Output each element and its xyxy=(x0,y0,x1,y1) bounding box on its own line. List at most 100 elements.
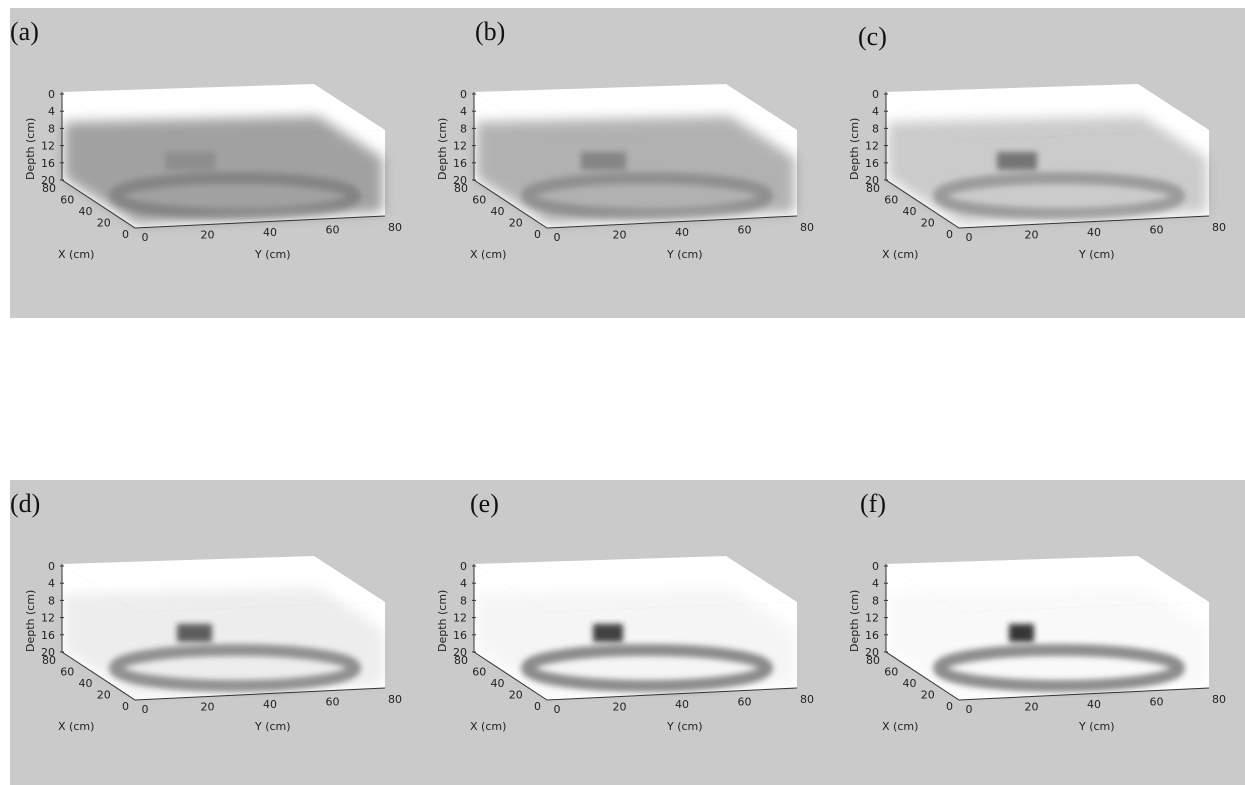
y-tick-label: 60 xyxy=(738,696,752,709)
x-tick-label: 80 xyxy=(454,182,468,195)
volume-blob xyxy=(165,152,215,170)
y-tick-label: 80 xyxy=(800,693,814,706)
y-tick-label: 0 xyxy=(554,703,561,716)
y-tick-label: 40 xyxy=(1087,698,1101,711)
x-tick-label: 80 xyxy=(42,654,56,667)
depth-tick-label: 16 xyxy=(453,629,467,642)
volume-fog xyxy=(476,116,795,224)
x-tick-label: 40 xyxy=(903,677,917,690)
depth-tick-label: 16 xyxy=(865,629,879,642)
depth-tick-label: 0 xyxy=(460,88,467,101)
x-tick-label: 0 xyxy=(946,700,953,713)
depth-tick-label: 12 xyxy=(453,612,467,625)
volume-ring xyxy=(933,644,1185,692)
x-tick-label: 0 xyxy=(122,700,129,713)
x-tick-label: 20 xyxy=(97,217,111,230)
x-tick-label: 60 xyxy=(884,194,898,207)
x-tick-label: 40 xyxy=(79,205,93,218)
depth-tick-label: 4 xyxy=(48,577,55,590)
x-tick-label: 80 xyxy=(42,182,56,195)
volume-blob xyxy=(177,624,212,642)
depth-tick-label: 16 xyxy=(865,157,879,170)
depth-tick-label: 12 xyxy=(453,140,467,153)
x-tick-label: 60 xyxy=(60,666,74,679)
depth-tick-label: 0 xyxy=(48,88,55,101)
volume-ring xyxy=(521,172,773,220)
axis-line xyxy=(885,92,1210,229)
y-axis-label: Y (cm) xyxy=(254,248,291,261)
volume-ring xyxy=(109,644,361,692)
x-tick-label: 80 xyxy=(866,654,880,667)
x-axis-label: X (cm) xyxy=(58,720,94,733)
x-tick-label: 20 xyxy=(509,689,523,702)
y-tick-label: 60 xyxy=(738,224,752,237)
y-tick-label: 60 xyxy=(326,696,340,709)
y-axis-label: Y (cm) xyxy=(666,720,703,733)
depth-tick-label: 12 xyxy=(41,140,55,153)
depth-tick-label: 0 xyxy=(872,88,879,101)
x-tick-label: 0 xyxy=(534,700,541,713)
y-tick-label: 60 xyxy=(326,224,340,237)
y-tick-label: 20 xyxy=(1025,701,1039,714)
depth-tick-label: 4 xyxy=(460,577,467,590)
y-tick-label: 20 xyxy=(201,701,215,714)
box-top xyxy=(886,556,1209,612)
x-axis-label: X (cm) xyxy=(882,248,918,261)
x-tick-label: 40 xyxy=(79,677,93,690)
depth-tick-label: 4 xyxy=(872,105,879,118)
y-tick-label: 80 xyxy=(1212,693,1226,706)
depth-axis-label: Depth (cm) xyxy=(436,118,449,180)
volume-blob xyxy=(997,152,1037,170)
axis-line xyxy=(61,564,386,701)
depth-tick-label: 16 xyxy=(41,157,55,170)
x-tick-label: 80 xyxy=(454,654,468,667)
axis-line xyxy=(473,564,798,701)
x-tick-label: 40 xyxy=(491,205,505,218)
depth-tick-label: 20 xyxy=(41,646,55,659)
depth-tick-label: 16 xyxy=(41,629,55,642)
volume-ring xyxy=(109,172,361,220)
x-tick-label: 0 xyxy=(122,228,129,241)
depth-axis-label: Depth (cm) xyxy=(848,118,861,180)
y-tick-label: 60 xyxy=(1150,696,1164,709)
y-tick-label: 0 xyxy=(142,231,149,244)
x-tick-label: 60 xyxy=(60,194,74,207)
y-axis-label: Y (cm) xyxy=(666,248,703,261)
depth-tick-label: 0 xyxy=(460,560,467,573)
x-axis-label: X (cm) xyxy=(470,720,506,733)
volume-fog xyxy=(64,588,383,696)
y-axis-label: Y (cm) xyxy=(1078,720,1115,733)
volume-fog xyxy=(888,116,1207,224)
axis-line xyxy=(473,92,798,229)
y-tick-label: 0 xyxy=(966,703,973,716)
y-tick-label: 80 xyxy=(388,693,402,706)
panel-label: (f) xyxy=(860,489,886,518)
depth-tick-label: 20 xyxy=(41,174,55,187)
volume-fog xyxy=(476,588,795,696)
depth-tick-label: 8 xyxy=(460,594,467,607)
depth-axis-label: Depth (cm) xyxy=(24,118,37,180)
depth-tick-label: 20 xyxy=(453,174,467,187)
depth-tick-label: 20 xyxy=(865,174,879,187)
y-tick-label: 40 xyxy=(1087,226,1101,239)
x-tick-label: 20 xyxy=(921,689,935,702)
depth-tick-label: 20 xyxy=(453,646,467,659)
depth-tick-label: 12 xyxy=(865,612,879,625)
y-tick-label: 20 xyxy=(1025,229,1039,242)
x-tick-label: 20 xyxy=(921,217,935,230)
x-tick-label: 60 xyxy=(472,194,486,207)
depth-tick-label: 8 xyxy=(872,122,879,135)
x-tick-label: 60 xyxy=(472,666,486,679)
depth-tick-label: 8 xyxy=(872,594,879,607)
panel-label: (c) xyxy=(858,22,887,51)
y-tick-label: 60 xyxy=(1150,224,1164,237)
y-tick-label: 40 xyxy=(675,698,689,711)
depth-axis-label: Depth (cm) xyxy=(848,590,861,652)
depth-tick-label: 8 xyxy=(48,122,55,135)
x-tick-label: 80 xyxy=(866,182,880,195)
depth-tick-label: 16 xyxy=(453,157,467,170)
